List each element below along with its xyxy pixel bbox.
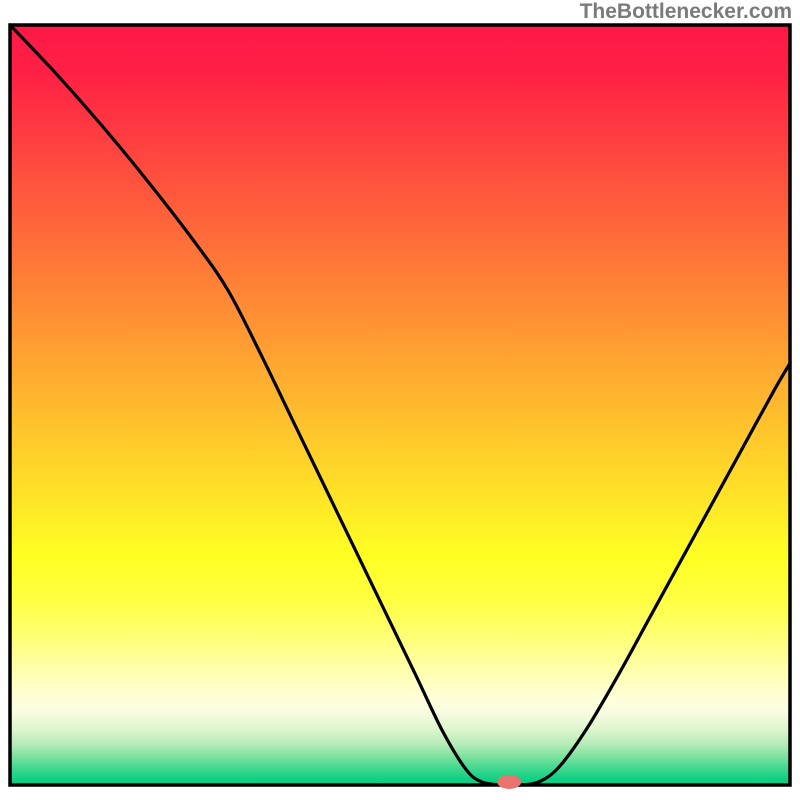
optimum-marker [497, 775, 521, 789]
chart-background [10, 25, 790, 785]
chart-container: TheBottlenecker.com [0, 0, 800, 800]
bottleneck-curve-chart [0, 0, 800, 800]
attribution-text: TheBottlenecker.com [580, 0, 792, 24]
